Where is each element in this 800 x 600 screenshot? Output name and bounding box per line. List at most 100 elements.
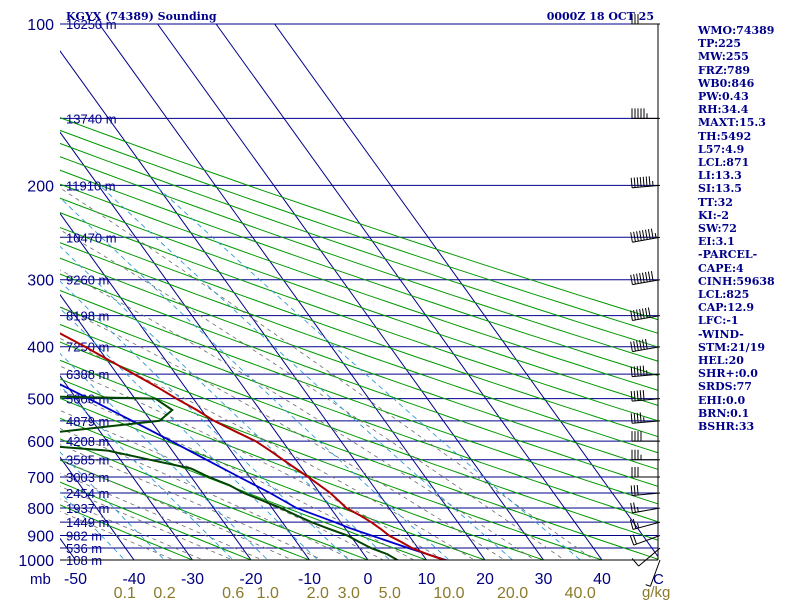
height-label: 16250 m: [66, 17, 117, 32]
wind-barb-staff: [632, 279, 661, 286]
chart-time: 0000Z 18 OCT 25: [547, 10, 654, 23]
index-item: SRDS:77: [698, 380, 752, 394]
mixing-ratio-line: [60, 451, 166, 560]
wind-barb-flag: [639, 412, 642, 423]
wind-barb-flag: [633, 485, 636, 496]
wind-barb-flag: [632, 518, 637, 529]
dry-adiabat: [60, 289, 658, 505]
dry-adiabat: [60, 306, 658, 523]
wind-barb-flag: [633, 502, 636, 513]
mixing-ratio-unit: g/kg: [642, 584, 670, 600]
wind-barb-flag: [642, 339, 645, 350]
wind-barb-staff: [632, 507, 661, 514]
wind-barb-flag: [639, 309, 642, 319]
wind-barb-flag: [642, 176, 645, 187]
wind-barb-flag: [630, 274, 633, 285]
wind-barb-flag: [633, 366, 636, 377]
isotherm-line: [215, 24, 603, 560]
temperature-tick-label: -40: [122, 571, 145, 588]
wind-barb-flag: [633, 310, 636, 321]
dry-adiabat: [60, 378, 546, 560]
wind-barb-flag: [636, 177, 639, 188]
chart-title: KGYX (74389) Sounding: [66, 10, 217, 23]
wind-barb-flag: [650, 228, 654, 239]
mixing-ratio-label: 0.6: [222, 585, 244, 600]
index-item: FRZ:789: [698, 63, 751, 77]
pressure-tick-label: 200: [27, 178, 54, 195]
index-item: WB0:846: [698, 76, 755, 90]
mixing-ratio-line: [60, 491, 126, 560]
isotherm-line: [60, 50, 428, 560]
height-label: 2454 m: [66, 486, 109, 501]
wind-barb-flag: [633, 390, 636, 401]
index-item: KI:-2: [698, 208, 729, 222]
wind-barb-flag: [630, 366, 633, 377]
dry-adiabat: [60, 242, 658, 454]
dry-adiabat: [60, 504, 194, 560]
wind-barb-flag: [642, 308, 645, 319]
index-item: STM:21/19: [698, 340, 765, 354]
height-label: 4879 m: [66, 414, 109, 429]
pressure-tick-label: 400: [27, 340, 54, 357]
wind-barb-flag: [630, 310, 633, 321]
x-axis-unit: mb: [30, 571, 51, 588]
mixing-ratio-label: 10.0: [433, 585, 464, 600]
pressure-tick-label: 700: [27, 470, 54, 487]
index-item: -PARCEL-: [698, 248, 758, 262]
height-label: 10470 m: [66, 230, 117, 245]
dry-adiabat: [60, 323, 658, 541]
wind-barb-flag: [639, 230, 642, 241]
height-label: 6388 m: [66, 367, 109, 382]
wind-barb-flag: [633, 231, 636, 242]
wind-barb-flag: [633, 177, 636, 188]
temperature-tick-label: -10: [298, 571, 321, 588]
height-label: 8198 m: [66, 309, 109, 324]
temperature-trace: [60, 332, 448, 560]
wind-barb-flag: [647, 307, 651, 318]
wind-barb-flag: [645, 307, 648, 318]
wind-barb-staff: [632, 521, 661, 530]
wind-barb-flag: [629, 519, 634, 530]
mixing-ratio-line: [60, 307, 319, 560]
wind-barb-staff: [632, 420, 661, 424]
pressure-tick-label: 300: [27, 273, 54, 290]
height-label: 4208 m: [66, 434, 109, 449]
wind-barb-flag: [645, 272, 648, 283]
mixing-ratio-label: 5.0: [379, 585, 401, 600]
index-item: LI:13.3: [698, 169, 742, 183]
mixing-ratio-label: 2.0: [307, 585, 329, 600]
index-item: CINH:59638: [698, 274, 775, 288]
mixing-ratio-label: 40.0: [565, 585, 596, 600]
wind-barb-flag: [645, 339, 648, 350]
wind-barb-staff: [632, 346, 661, 353]
wind-barb-flag: [645, 229, 648, 240]
index-item: LCL:825: [698, 288, 750, 302]
wind-barb-staff: [649, 559, 661, 587]
wind-barb-flag: [647, 229, 651, 240]
dry-adiabat: [60, 481, 253, 560]
mixing-ratio-line: [60, 245, 391, 560]
wind-barb-flag: [642, 390, 645, 401]
mixing-ratio-line: [60, 280, 350, 560]
pressure-tick-label: 600: [27, 434, 54, 451]
wind-barb-flag: [636, 412, 639, 423]
index-item: SI:13.5: [698, 182, 742, 196]
pressure-tick-label: 1000: [18, 553, 54, 570]
pressure-tick-label: 500: [27, 392, 54, 409]
wind-barb-staff: [633, 535, 661, 546]
mixing-ratio-line: [155, 185, 581, 560]
index-item: SHR+:0.0: [698, 367, 758, 381]
moist-adiabat: [60, 338, 476, 560]
pressure-tick-label: 800: [27, 501, 54, 518]
moist-adiabat: [60, 444, 324, 560]
wind-barb-flag: [633, 341, 636, 352]
index-item: SW:72: [698, 222, 737, 236]
dry-adiabat: [60, 156, 658, 362]
height-label: 13740 m: [66, 111, 117, 126]
wind-barb-flag: [630, 391, 633, 402]
index-item: MAXT:15.3: [698, 116, 766, 130]
height-label: 3585 m: [66, 453, 109, 468]
wind-barb-flag: [636, 484, 639, 496]
wind-barb-staff: [632, 315, 661, 321]
